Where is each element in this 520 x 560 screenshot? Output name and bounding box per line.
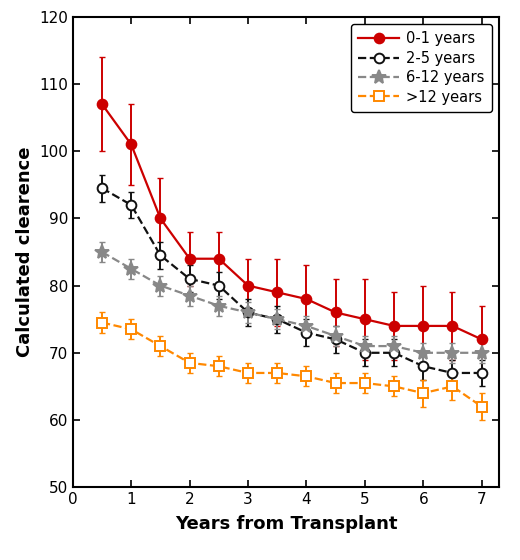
X-axis label: Years from Transplant: Years from Transplant [175,515,397,533]
Y-axis label: Calculated clearence: Calculated clearence [16,147,33,357]
Legend: 0-1 years, 2-5 years, 6-12 years, >12 years: 0-1 years, 2-5 years, 6-12 years, >12 ye… [351,24,492,112]
